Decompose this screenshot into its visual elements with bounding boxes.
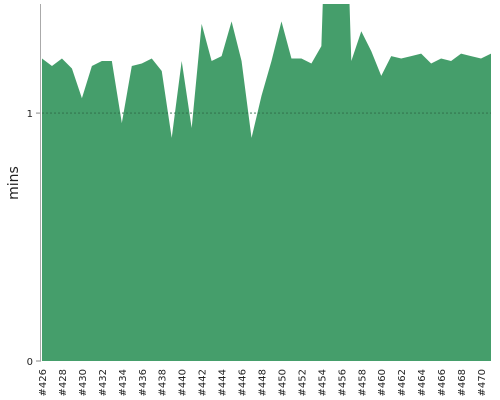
x-tick-label: #442	[198, 369, 209, 396]
x-tick-label: #434	[118, 369, 129, 396]
x-tick-label: #462	[397, 369, 408, 396]
x-tick-label: #464	[417, 369, 428, 396]
x-tick-label: #468	[457, 369, 468, 396]
x-tick-label: #436	[138, 369, 149, 396]
x-tick-label: #428	[58, 369, 69, 396]
x-tick-label: #454	[317, 369, 328, 396]
x-tick-label: #438	[158, 369, 169, 396]
x-tick-label: #432	[98, 369, 109, 396]
x-tick-label: #446	[238, 369, 249, 396]
y-tick-label: 1	[27, 109, 33, 120]
x-tick-label: #430	[78, 369, 89, 396]
y-tick-label: 0	[27, 357, 33, 368]
x-tick-label: #452	[297, 369, 308, 396]
x-tick-label: #466	[437, 369, 448, 396]
x-tick-label: #444	[218, 369, 229, 396]
x-tick-label: #460	[377, 369, 388, 396]
x-tick-label: #426	[38, 369, 49, 396]
x-tick-label: #456	[337, 369, 348, 396]
x-tick-label: #458	[357, 369, 368, 396]
area	[42, 4, 491, 361]
y-axis-label: mins	[6, 166, 22, 200]
x-tick-label: #448	[258, 369, 269, 396]
x-tick-label: #440	[178, 369, 189, 396]
x-tick-label: #470	[477, 369, 488, 396]
x-tick-label: #450	[277, 369, 288, 396]
